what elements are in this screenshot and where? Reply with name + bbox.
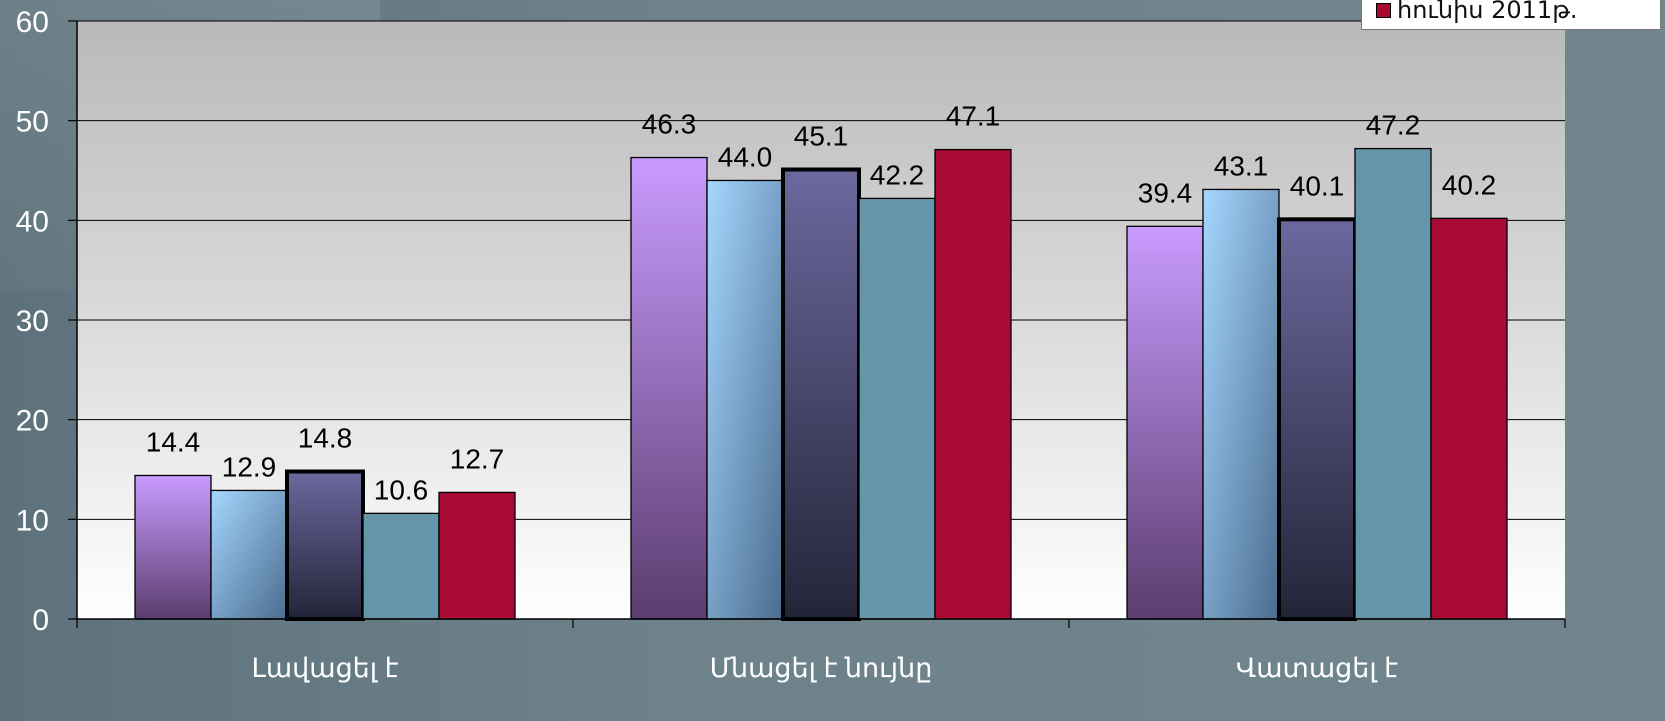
data-label: 47.1: [946, 101, 1001, 132]
data-label: 40.2: [1442, 169, 1497, 200]
bar: [1126, 225, 1204, 620]
data-label: 44.0: [718, 141, 773, 172]
bar: [438, 491, 516, 620]
data-label: 12.9: [222, 451, 277, 482]
data-label: 46.3: [642, 109, 697, 140]
bar: [934, 148, 1012, 620]
category-label: Վատացել է: [1236, 653, 1398, 683]
bar: [134, 474, 212, 620]
data-label: 45.1: [794, 121, 849, 152]
y-tick-label: 0: [32, 604, 49, 637]
bar: [630, 156, 708, 620]
data-label: 40.1: [1290, 170, 1345, 201]
bar: [1277, 217, 1357, 621]
bar: [210, 489, 288, 620]
data-label: 47.2: [1366, 110, 1421, 141]
y-tick-label: 60: [16, 6, 49, 39]
bar: [858, 197, 936, 620]
legend-label: հունիս 2011թ.: [1397, 0, 1578, 24]
bar: [706, 179, 784, 620]
legend-swatch: [1376, 2, 1391, 18]
data-label: 43.1: [1214, 150, 1269, 181]
data-label: 10.6: [374, 474, 429, 505]
legend-item: հունիս 2011թ.: [1376, 0, 1578, 24]
y-tick-label: 40: [16, 205, 49, 238]
bar: [285, 469, 365, 622]
bar: [1430, 217, 1508, 620]
data-label: 14.8: [298, 422, 353, 453]
y-tick-label: 50: [16, 106, 49, 139]
y-tick-label: 20: [16, 405, 49, 438]
bar: [1202, 188, 1280, 620]
y-tick-label: 30: [16, 305, 49, 338]
data-label: 14.4: [146, 426, 201, 457]
bar: [362, 512, 440, 620]
category-label: Լավացել է: [251, 653, 398, 683]
legend: հունիս 2011թ.: [1361, 0, 1661, 30]
bar: [1354, 147, 1432, 620]
data-label: 39.4: [1138, 177, 1193, 208]
data-label: 12.7: [450, 443, 505, 474]
data-label: 42.2: [870, 159, 925, 190]
category-label: Մնացել է նույնը: [710, 653, 933, 683]
y-tick-label: 10: [16, 504, 49, 537]
bar: [781, 167, 861, 621]
